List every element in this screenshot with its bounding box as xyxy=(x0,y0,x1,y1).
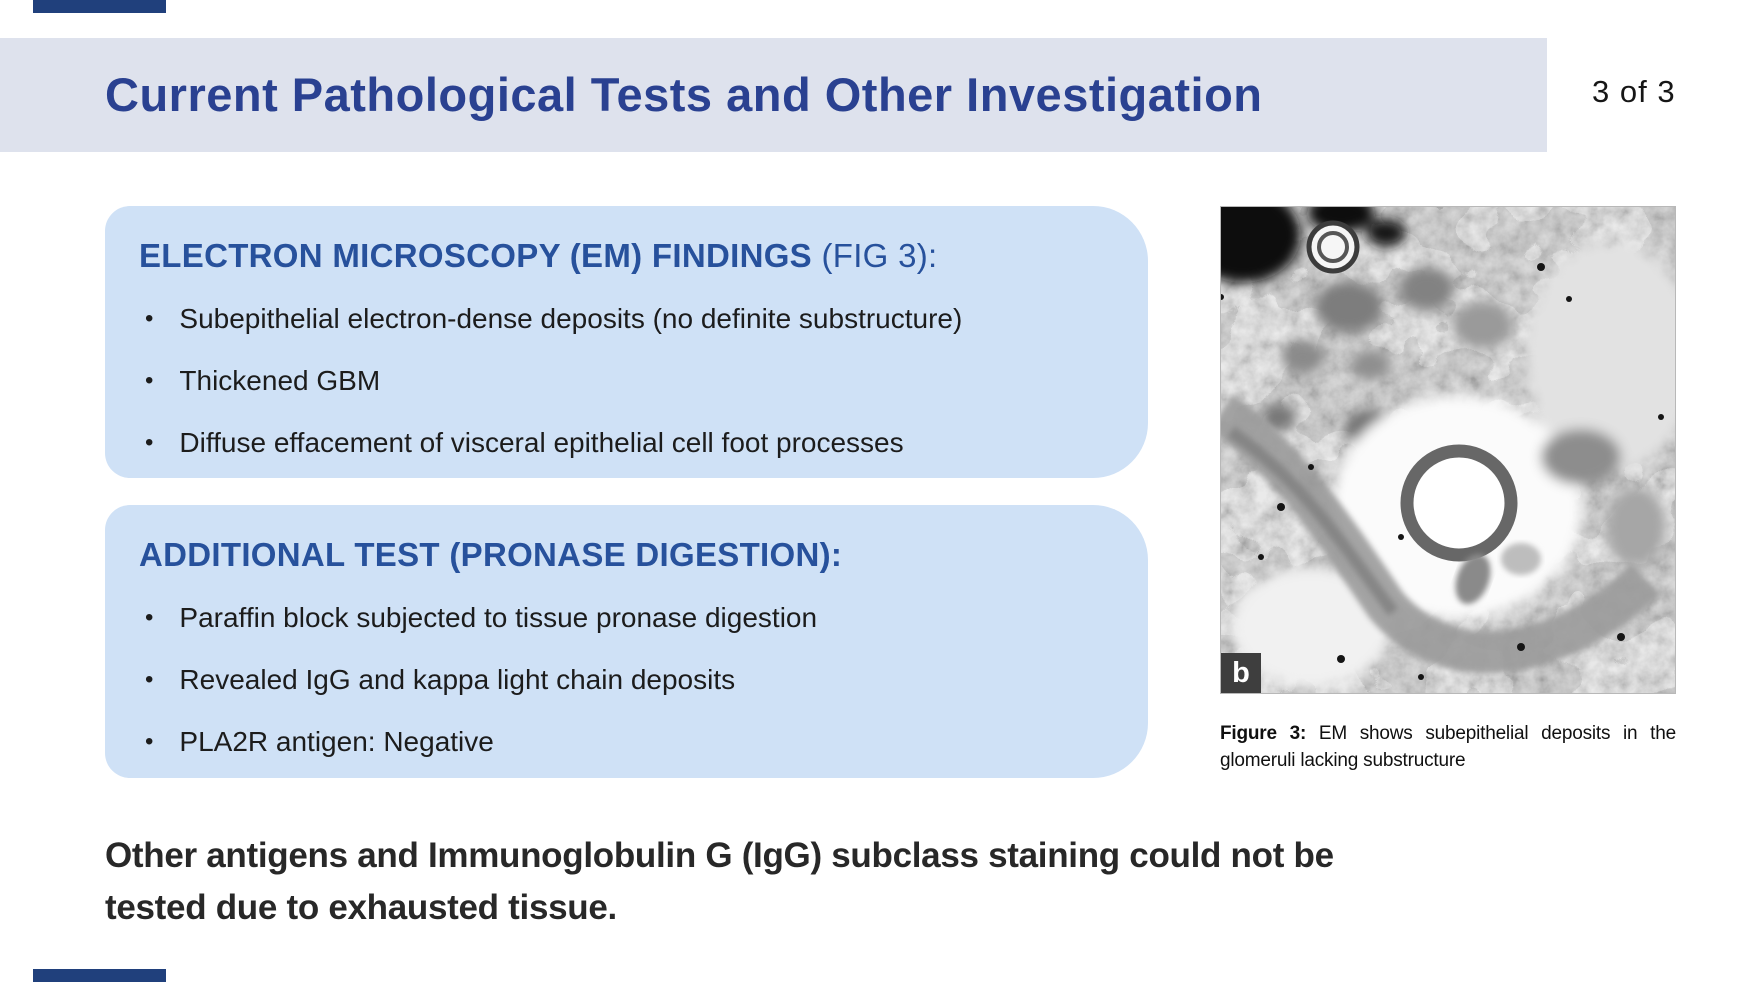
bullet-item: PLA2R antigen: Negative xyxy=(139,722,1114,761)
bullet-text: Subepithelial electron-dense deposits (n… xyxy=(179,303,963,334)
bottom-accent-bar xyxy=(33,969,166,982)
page-indicator: 3 of 3 xyxy=(1592,74,1676,109)
card-heading-bold: ELECTRON MICROSCOPY (EM) FINDINGS xyxy=(139,237,812,274)
bullet-text: Diffuse effacement of visceral epithelia… xyxy=(179,427,904,458)
bullet-item: Diffuse effacement of visceral epithelia… xyxy=(139,423,1114,462)
top-accent-bar xyxy=(33,0,166,13)
header-bar: Current Pathological Tests and Other Inv… xyxy=(0,38,1547,152)
em-micrograph-image: b xyxy=(1220,206,1676,694)
bullet-item: Paraffin block subjected to tissue prona… xyxy=(139,598,1114,637)
card-heading-bold: ADDITIONAL TEST (PRONASE DIGESTION): xyxy=(139,536,843,573)
card-heading: ADDITIONAL TEST (PRONASE DIGESTION): xyxy=(139,535,1114,575)
bullet-text: Thickened GBM xyxy=(179,365,381,396)
figure-caption-line1: Figure 3: EM shows subepithelial deposit… xyxy=(1220,720,1676,747)
bullet-text: Paraffin block subjected to tissue prona… xyxy=(179,602,818,633)
figure-panel: b Figure 3: EM shows subepithelial depos… xyxy=(1220,206,1676,774)
bullet-text: PLA2R antigen: Negative xyxy=(179,726,494,757)
bullet-item: Subepithelial electron-dense deposits (n… xyxy=(139,299,1114,338)
footer-note-line2: tested due to exhausted tissue. xyxy=(105,888,617,927)
bullet-item: Revealed IgG and kappa light chain depos… xyxy=(139,660,1114,699)
figure-caption-text: EM shows subepithelial deposits in the xyxy=(1318,723,1676,744)
em-findings-card: ELECTRON MICROSCOPY (EM) FINDINGS (FIG 3… xyxy=(105,206,1148,478)
slide-title: Current Pathological Tests and Other Inv… xyxy=(105,68,1263,121)
footer-note-line1: Other antigens and Immunoglobulin G (IgG… xyxy=(105,836,1334,875)
panel-label-badge: b xyxy=(1221,653,1261,693)
figure-caption: Figure 3: EM shows subepithelial deposit… xyxy=(1220,720,1676,774)
em-micrograph-graphic xyxy=(1221,207,1675,693)
figure-caption-line2: glomeruli lacking substructure xyxy=(1220,750,1466,771)
footer-note: Other antigens and Immunoglobulin G (IgG… xyxy=(105,830,1334,934)
figure-caption-label: Figure 3: xyxy=(1220,723,1307,744)
bullet-text: Revealed IgG and kappa light chain depos… xyxy=(179,664,736,695)
bullet-item: Thickened GBM xyxy=(139,361,1114,400)
additional-test-card: ADDITIONAL TEST (PRONASE DIGESTION): Par… xyxy=(105,505,1148,778)
card-heading: ELECTRON MICROSCOPY (EM) FINDINGS (FIG 3… xyxy=(139,236,1114,276)
card-heading-normal: (FIG 3): xyxy=(811,237,938,274)
